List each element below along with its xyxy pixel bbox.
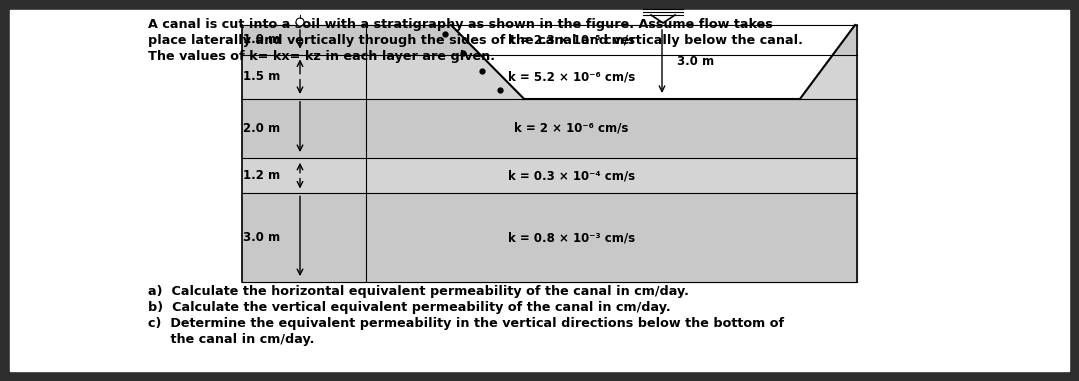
Text: c)  Determine the equivalent permeability in the vertical directions below the b: c) Determine the equivalent permeability… (148, 317, 784, 330)
Text: 1.0 m: 1.0 m (243, 33, 279, 46)
Text: The values of k= kx= kz in each layer are given.: The values of k= kx= kz in each layer ar… (148, 50, 495, 63)
Text: 1.2 m: 1.2 m (243, 169, 279, 182)
Bar (242, 158, 857, 194)
Text: k = 2.3 × 10⁻⁵ cm/s: k = 2.3 × 10⁻⁵ cm/s (508, 33, 636, 46)
Text: A canal is cut into a soil with a stratigraphy as shown in the figure. Assume fl: A canal is cut into a soil with a strati… (148, 18, 773, 31)
Text: k = 2 × 10⁻⁶ cm/s: k = 2 × 10⁻⁶ cm/s (515, 122, 629, 135)
Bar (242, 99, 857, 158)
Text: 1.5 m: 1.5 m (243, 70, 279, 83)
Text: place laterally and vertically through the sides of the canal and vertically bel: place laterally and vertically through t… (148, 34, 803, 47)
Bar (242, 25, 857, 54)
Polygon shape (451, 25, 855, 99)
Text: k = 5.2 × 10⁻⁶ cm/s: k = 5.2 × 10⁻⁶ cm/s (508, 70, 636, 83)
Bar (242, 54, 857, 99)
Text: the canal in cm/day.: the canal in cm/day. (148, 333, 314, 346)
Circle shape (296, 18, 304, 26)
Text: k = 0.3 × 10⁻⁴ cm/s: k = 0.3 × 10⁻⁴ cm/s (508, 169, 636, 182)
Text: 3.0 m: 3.0 m (243, 231, 279, 244)
Text: 3.0 m: 3.0 m (677, 55, 714, 69)
Text: 2.0 m: 2.0 m (243, 122, 279, 135)
Text: b)  Calculate the vertical equivalent permeability of the canal in cm/day.: b) Calculate the vertical equivalent per… (148, 301, 671, 314)
Text: a)  Calculate the horizontal equivalent permeability of the canal in cm/day.: a) Calculate the horizontal equivalent p… (148, 285, 688, 298)
Text: k = 0.8 × 10⁻³ cm/s: k = 0.8 × 10⁻³ cm/s (508, 231, 636, 244)
Bar (242, 194, 857, 282)
